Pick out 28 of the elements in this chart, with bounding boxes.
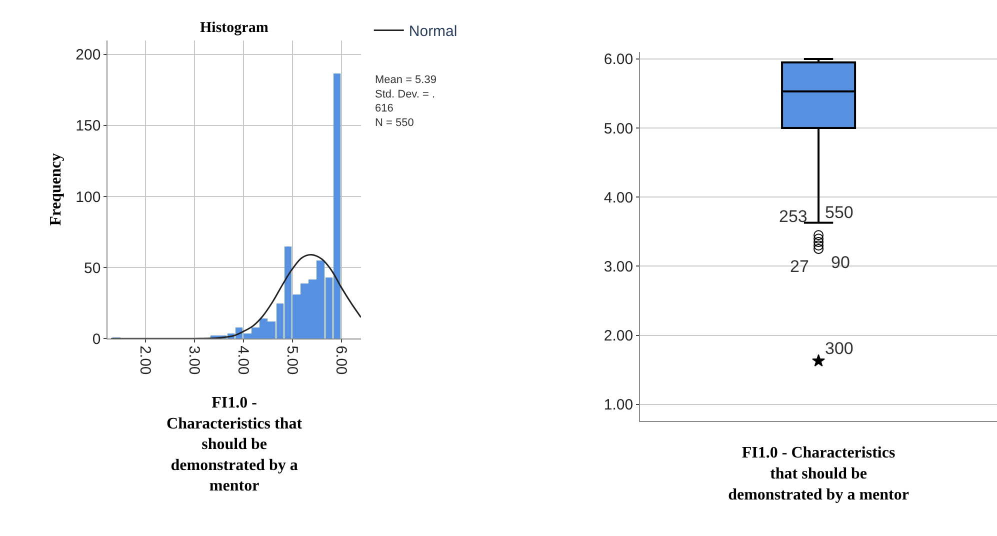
- y-tick-label: 5.00: [604, 120, 634, 138]
- annotation: 90: [831, 253, 850, 272]
- y-tick-label: 6.00: [604, 51, 634, 68]
- y-tick-label: 200: [76, 46, 101, 64]
- x-tick-label: 3.00: [186, 346, 202, 375]
- y-tick-label: 50: [84, 260, 101, 277]
- y-tick-label: 2.00: [604, 328, 634, 345]
- y-axis-title: Frequency: [48, 153, 65, 226]
- line-series: [110, 254, 361, 339]
- legend-label: Normal: [408, 23, 458, 40]
- x-tick-label: 2.00: [136, 346, 154, 375]
- annotation: 550: [825, 203, 854, 222]
- x-axis-title: FI1.0 - Characteristics that should be demonstrated by a mentor: [166, 394, 303, 495]
- x-tick-label: 5.00: [283, 346, 300, 375]
- y-tick-label: 3.00: [604, 258, 634, 276]
- y-tick-label: 0: [92, 330, 101, 348]
- y-tick-label: 4.00: [604, 189, 634, 206]
- x-tick-label: 4.00: [234, 346, 252, 375]
- x-tick-label: 6.00: [332, 346, 350, 375]
- chart-title: Histogram: [200, 20, 269, 36]
- annotation: 27: [790, 257, 809, 276]
- annotation: 300: [825, 339, 854, 358]
- y-tick-label: 100: [76, 188, 101, 206]
- y-tick-label: 1.00: [604, 396, 634, 414]
- x-axis-title: FI1.0 - Characteristics that should be demonstrated by a mentor: [728, 444, 909, 504]
- annotation: 253: [779, 207, 808, 226]
- y-tick-label: 150: [76, 118, 101, 135]
- text: Mean = 5.39 Std. Dev. = . 616 N = 550: [375, 74, 436, 129]
